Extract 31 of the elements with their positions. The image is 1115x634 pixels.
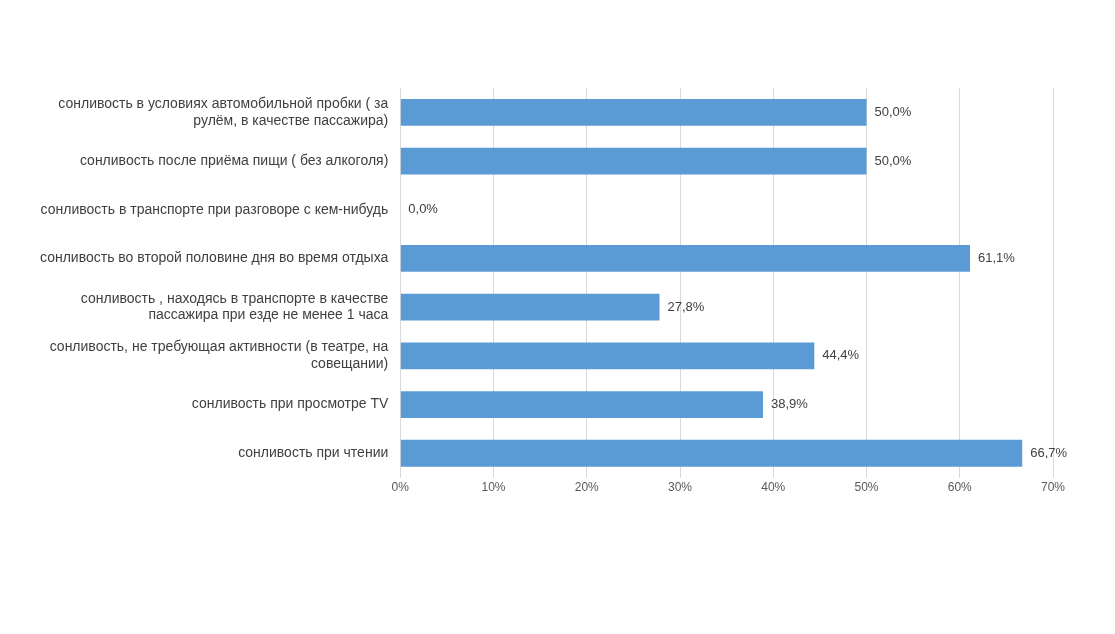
- data-label: 27,8%: [667, 298, 705, 314]
- bar: [400, 342, 815, 370]
- data-label: 61,1%: [978, 250, 1016, 266]
- x-tick-label: 10%: [481, 480, 506, 495]
- bar: [400, 98, 867, 126]
- y-tick-label: сонливость в условиях автомобильной пробки ( за рулём, в качестве пассажира): [58, 94, 389, 128]
- x-tick-label: 20%: [574, 480, 600, 495]
- y-tick-label: сонливость в транспорте при разговоре с кем-нибудь: [40, 200, 389, 217]
- bar: [400, 439, 1023, 467]
- y-tick-label: сонливость при чтении: [238, 444, 389, 461]
- data-label: 50,0%: [874, 103, 912, 119]
- x-tick-label: 0%: [391, 480, 410, 495]
- bar: [400, 147, 867, 175]
- bar: [400, 293, 660, 321]
- y-tick-label: сонливость при просмотре TV: [191, 395, 389, 412]
- x-tick-label: 50%: [854, 480, 879, 495]
- bar: [400, 391, 764, 418]
- x-tick-label: 60%: [947, 480, 973, 495]
- y-tick-label: сонливость во второй половине дня во время отдыха: [39, 249, 389, 266]
- x-tick-label: 40%: [761, 480, 786, 495]
- y-tick-label: сонливость после приёма пищи ( без алкоголя): [79, 151, 389, 168]
- y-tick-label: сонливость, не требующая активности (в театре, на совещании): [49, 338, 389, 372]
- data-label: 50,0%: [874, 152, 912, 168]
- data-label: 0,0%: [408, 201, 439, 217]
- data-label: 38,9%: [771, 396, 809, 412]
- x-tick-label: 30%: [668, 480, 693, 495]
- data-label: 66,7%: [1030, 444, 1068, 460]
- y-tick-label: сонливость , находясь в транспорте в качестве пассажира при езде не менее 1 часа: [80, 289, 389, 323]
- data-label: 44,4%: [822, 347, 860, 363]
- x-tick-label: 70%: [1040, 480, 1066, 495]
- bar: [400, 245, 971, 272]
